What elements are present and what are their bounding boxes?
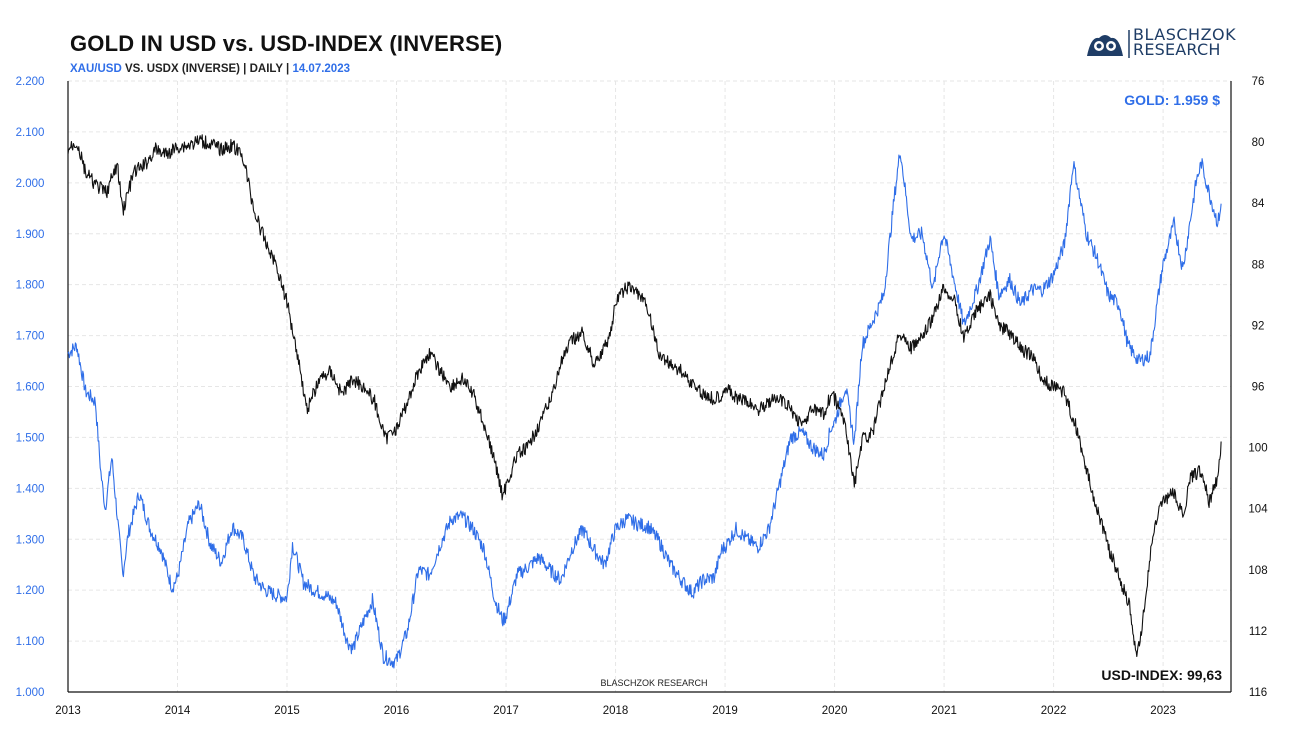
right-tick-label: 76: [1252, 76, 1265, 88]
subtitle-gold: XAU/USD: [70, 63, 122, 75]
grid-lines: [68, 80, 1231, 692]
x-tick-label: 2022: [1041, 705, 1067, 717]
subtitle-date: 14.07.2023: [292, 63, 350, 75]
chart-labels: GOLD: 1.959 $ USD-INDEX: 99,63 BLASCHZOK R…: [600, 92, 1222, 688]
left-tick-label: 1.100: [16, 636, 45, 648]
left-tick-label: 1.600: [16, 382, 45, 394]
left-tick-label: 1.700: [16, 331, 45, 343]
left-tick-label: 1.400: [16, 483, 45, 495]
right-tick-label: 108: [1248, 565, 1267, 577]
x-tick-label: 2017: [493, 705, 519, 717]
x-tick-label: 2019: [712, 705, 738, 717]
right-tick-label: 116: [1249, 687, 1267, 699]
subtitle-mid: VS. USDX (INVERSE) | DAILY |: [121, 63, 293, 75]
gold-series-line: [67, 154, 1222, 669]
x-tick-label: 2015: [274, 705, 300, 717]
right-tick-label: 112: [1249, 626, 1267, 638]
left-tick-label: 1.500: [16, 432, 45, 444]
left-tick-label: 2.000: [16, 178, 45, 190]
x-tick-label: 2020: [822, 705, 848, 717]
right-tick-label: 96: [1252, 382, 1265, 394]
x-tick-label: 2018: [603, 705, 629, 717]
right-tick-label: 92: [1252, 320, 1265, 332]
right-tick-label: 88: [1252, 259, 1265, 271]
left-tick-label: 1.300: [16, 534, 45, 546]
right-tick-label: 100: [1248, 443, 1267, 455]
chart-subtitle: XAU/USD VS. USDX (INVERSE) | DAILY | 14.…: [70, 63, 350, 75]
right-tick-label: 80: [1252, 137, 1265, 149]
series-lines: [67, 134, 1222, 669]
usd-index-series-line: [67, 134, 1222, 658]
axes: 1.000 1.100 1.200 1.300 1.400 1.500 1.600 1.700…: [16, 76, 1269, 717]
left-tick-label: 2.200: [16, 76, 45, 88]
left-tick-label: 1.000: [16, 687, 45, 699]
watermark-text: BLASCHZOK RESEARCH: [600, 678, 707, 688]
x-tick-label: 2023: [1150, 705, 1176, 717]
left-tick-label: 1.800: [16, 280, 45, 292]
logo-text: BLASCHZOK RESEARCH: [1133, 25, 1237, 59]
right-tick-label: 104: [1248, 504, 1268, 516]
x-tick-label: 2016: [384, 705, 410, 717]
gold-last-value-label: GOLD: 1.959 $: [1124, 92, 1220, 108]
chart-title: GOLD IN USD vs. USD-INDEX (INVERSE): [70, 31, 503, 56]
x-tick-label: 2021: [931, 705, 957, 717]
left-tick-label: 1.900: [16, 229, 45, 241]
usd-index-last-value-label: USD-INDEX: 99,63: [1101, 667, 1222, 683]
right-tick-label: 84: [1252, 198, 1265, 210]
research-logo-icon: [1087, 30, 1130, 58]
x-tick-label: 2014: [165, 705, 191, 717]
left-tick-label: 2.100: [16, 127, 45, 139]
logo-line2: RESEARCH: [1133, 40, 1221, 59]
left-tick-label: 1.200: [16, 585, 45, 597]
logo-line1: BLASCHZOK: [1133, 25, 1237, 44]
x-tick-label: 2013: [55, 705, 81, 717]
